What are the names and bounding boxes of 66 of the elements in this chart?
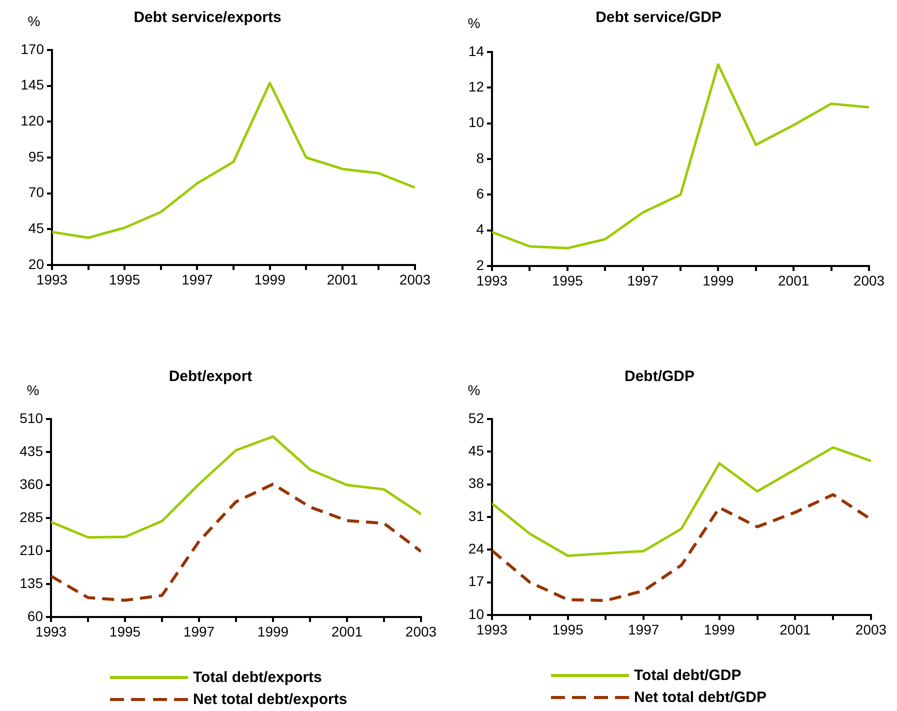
y-axis-title: %: [26, 382, 40, 398]
y-tick-label: 360: [20, 476, 44, 492]
x-tick-label: 1993: [476, 272, 508, 288]
y-tick-label: 20: [28, 256, 44, 272]
chart-title: Debt/export: [168, 368, 252, 386]
y-tick-label: 45: [468, 442, 484, 459]
y-axis-title: %: [468, 14, 480, 31]
x-tick-label: 1997: [628, 621, 660, 638]
x-tick-label: 2001: [331, 623, 363, 640]
y-tick-label: 95: [28, 148, 44, 164]
x-tick-label: 1995: [552, 621, 584, 638]
x-tick-label: 1999: [702, 272, 734, 288]
y-tick-label: 2: [476, 256, 484, 273]
x-tick-label: 1995: [552, 272, 584, 288]
y-tick-label: 38: [468, 475, 484, 492]
y-tick-label: 31: [468, 508, 484, 524]
y-tick-label: 17: [468, 573, 484, 590]
y-tick-label: 435: [20, 442, 44, 459]
y-tick-label: 52: [468, 410, 484, 426]
x-tick-label: 1993: [36, 271, 68, 288]
x-tick-label: 2001: [778, 272, 810, 288]
x-tick-label: 1999: [704, 621, 736, 638]
legend-label: Net total debt/exports: [193, 690, 348, 708]
y-tick-label: 12: [468, 78, 484, 95]
x-tick-label: 1995: [109, 271, 140, 288]
x-tick-label: 1997: [627, 272, 659, 288]
x-tick-label: 1997: [182, 271, 213, 288]
x-tick-label: 1995: [109, 623, 141, 640]
x-tick-label: 2003: [399, 271, 431, 288]
y-tick-label: 170: [20, 40, 44, 57]
line-series: [51, 482, 421, 602]
y-axis-title: %: [468, 382, 480, 398]
y-tick-label: 14: [468, 42, 484, 59]
y-tick-label: 135: [20, 574, 44, 591]
legend-label: Total debt/exports: [193, 668, 322, 686]
y-tick-label: 145: [20, 76, 44, 93]
legend-label: Net total debt/GDP: [634, 688, 767, 706]
line-series: [492, 493, 871, 602]
y-tick-label: 24: [468, 540, 484, 557]
y-tick-label: 120: [20, 112, 44, 129]
y-tick-label: 10: [468, 606, 484, 622]
y-tick-label: 60: [27, 608, 44, 624]
x-tick-label: 1999: [254, 271, 286, 288]
chart-title: Debt/GDP: [624, 368, 695, 386]
y-tick-label: 210: [20, 542, 44, 558]
y-tick-label: 285: [20, 508, 44, 525]
y-tick-label: 10: [468, 114, 484, 130]
x-tick-label: 2003: [855, 621, 887, 638]
chart-title: Debt service/GDP: [596, 9, 722, 26]
x-tick-label: 2003: [405, 623, 437, 640]
x-tick-label: 1993: [35, 623, 67, 640]
x-tick-label: 2003: [853, 272, 885, 288]
y-tick-label: 70: [28, 184, 44, 200]
y-axis-title: %: [28, 12, 40, 29]
y-tick-label: 510: [20, 410, 44, 426]
x-tick-label: 2001: [326, 271, 358, 288]
y-tick-label: 45: [28, 220, 44, 236]
x-tick-label: 1999: [257, 623, 289, 640]
y-tick-label: 6: [476, 186, 484, 202]
y-tick-label: 4: [476, 221, 484, 238]
x-tick-label: 2001: [780, 621, 811, 638]
chart-title: Debt service/exports: [134, 9, 282, 26]
y-tick-label: 8: [476, 150, 484, 166]
legend-label: Total debt/GDP: [634, 666, 742, 684]
x-tick-label: 1993: [476, 621, 508, 638]
x-tick-label: 1997: [183, 623, 215, 640]
